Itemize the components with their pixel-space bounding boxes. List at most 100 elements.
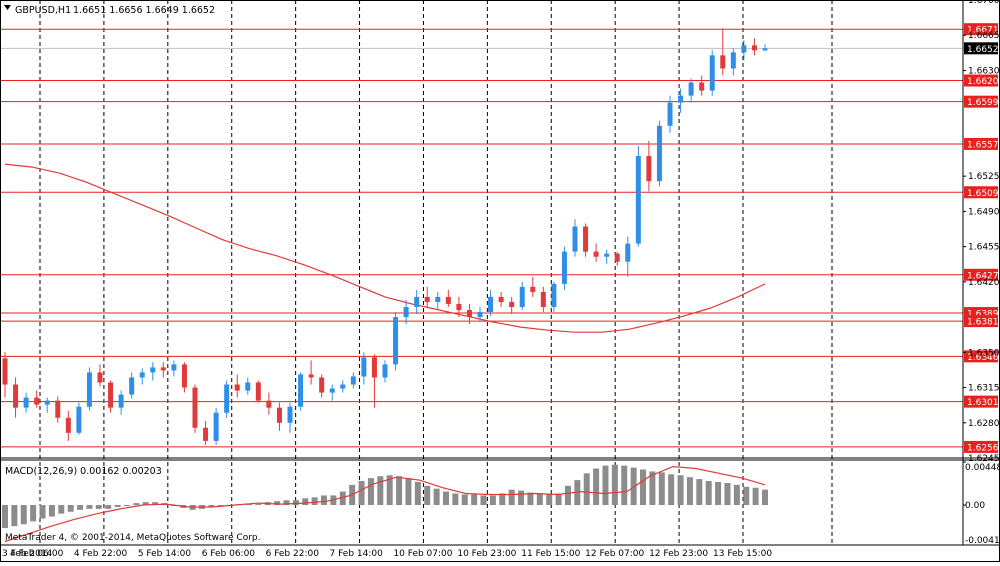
macd-histogram-bar bbox=[677, 475, 684, 506]
candle-body bbox=[720, 55, 726, 69]
macd-histogram-bar bbox=[686, 477, 693, 506]
candle-body bbox=[266, 400, 272, 408]
candle-body bbox=[477, 312, 483, 318]
candle-body bbox=[224, 384, 230, 413]
price-tick-label: 1.6350 bbox=[968, 348, 1000, 358]
candle-body bbox=[76, 406, 82, 433]
candle-body bbox=[97, 372, 103, 383]
macd-histogram-bar bbox=[311, 497, 318, 506]
candle-body bbox=[646, 156, 652, 182]
candle-body bbox=[498, 296, 504, 302]
candle-body bbox=[171, 364, 177, 371]
candle-body bbox=[361, 357, 367, 377]
level-price-tag bbox=[964, 23, 998, 36]
macd-histogram-bar bbox=[743, 486, 750, 506]
candle-body bbox=[150, 367, 156, 373]
level-price-label: 1.6389 bbox=[967, 310, 999, 320]
candle-body bbox=[129, 377, 135, 395]
time-tick-label: 4 Feb 22:00 bbox=[74, 549, 128, 559]
macd-histogram-bar bbox=[705, 481, 712, 506]
macd-histogram-bar bbox=[321, 495, 328, 506]
time-tick-label: 12 Feb 07:00 bbox=[585, 549, 644, 559]
candle-body bbox=[234, 384, 240, 391]
macd-histogram-bar bbox=[621, 465, 628, 506]
candle-body bbox=[23, 397, 29, 408]
macd-histogram-bar bbox=[217, 505, 224, 507]
horizontal-levels: 1.6671 1.6620 1.6599 1.6557 1.6509 1.6427 1.63… bbox=[0, 23, 999, 453]
candle-body bbox=[614, 253, 620, 262]
candle-body bbox=[329, 388, 335, 393]
candle-body bbox=[118, 394, 124, 408]
candle-body bbox=[403, 307, 409, 318]
level-price-label: 1.6671 bbox=[967, 26, 999, 36]
macd-histogram-bar bbox=[442, 491, 449, 506]
macd-histogram-bar bbox=[274, 501, 281, 506]
macd-histogram-bar bbox=[527, 492, 534, 506]
macd-histogram-bar bbox=[583, 473, 590, 506]
price-tick-label: 1.6245 bbox=[968, 454, 1000, 464]
chevron-down-icon bbox=[4, 5, 11, 10]
macd-histogram-bar bbox=[433, 488, 440, 506]
macd-histogram-bar bbox=[611, 464, 618, 506]
candle-body bbox=[424, 296, 430, 302]
macd-axis-zero: 0.00 bbox=[965, 501, 985, 511]
candle-body bbox=[340, 384, 346, 389]
price-tick-label: 1.6280 bbox=[968, 419, 1000, 429]
level-price-label: 1.6427 bbox=[967, 271, 999, 281]
macd-histogram-bar bbox=[518, 490, 525, 506]
candle-body bbox=[709, 55, 715, 91]
macd-histogram-bar bbox=[452, 493, 459, 506]
macd-histogram-bar bbox=[658, 472, 665, 506]
macd-histogram-bar bbox=[142, 502, 149, 506]
candle-body bbox=[319, 377, 325, 393]
candle-body bbox=[604, 253, 610, 257]
candle-body bbox=[287, 406, 293, 423]
macd-histogram-bar bbox=[292, 500, 299, 506]
macd-histogram-bar bbox=[461, 494, 468, 506]
macd-histogram-bar bbox=[302, 498, 309, 506]
candle-body bbox=[625, 243, 631, 262]
candle-body bbox=[13, 384, 19, 408]
price-tick-label: 1.6315 bbox=[968, 384, 1000, 394]
macd-histogram-bar bbox=[48, 505, 55, 517]
moving-average-line bbox=[4, 163, 766, 333]
moving-average-series bbox=[4, 163, 766, 333]
macd-histogram-bar bbox=[602, 465, 609, 506]
candle-body bbox=[656, 125, 662, 182]
macd-histogram-bar bbox=[58, 505, 65, 514]
macd-histogram-bar bbox=[105, 505, 112, 509]
candle-body bbox=[519, 286, 525, 308]
candle-body bbox=[34, 397, 40, 405]
macd-histogram-bar bbox=[405, 478, 412, 506]
candle-body bbox=[108, 382, 114, 408]
candle-body bbox=[488, 296, 494, 313]
macd-histogram-bar bbox=[424, 485, 431, 506]
macd-histogram-bar bbox=[11, 505, 18, 527]
macd-histogram-bar bbox=[339, 491, 346, 506]
candle-body bbox=[245, 382, 251, 391]
level-price-label: 1.6620 bbox=[967, 77, 999, 87]
candle-body bbox=[540, 291, 546, 308]
candle-body bbox=[509, 301, 515, 308]
candle-body bbox=[192, 387, 198, 428]
price-tick-label: 1.6420 bbox=[968, 278, 1000, 288]
macd-histogram-bar bbox=[696, 479, 703, 506]
candle-body bbox=[699, 82, 705, 91]
macd-panel bbox=[0, 459, 1000, 546]
level-price-tag bbox=[964, 74, 998, 87]
macd-signal-line bbox=[4, 465, 766, 543]
macd-histogram-bar bbox=[245, 504, 252, 506]
candle-body bbox=[139, 372, 145, 378]
candle-body bbox=[65, 417, 71, 433]
level-price-tag bbox=[964, 315, 998, 328]
candle-body bbox=[572, 226, 578, 252]
candle-body bbox=[255, 382, 261, 401]
macd-axis-bottom: -0.00416 bbox=[965, 536, 1000, 546]
time-tick-label: 6 Feb 06:00 bbox=[202, 549, 256, 559]
macd-histogram-bar bbox=[499, 493, 506, 506]
candle-body bbox=[751, 45, 757, 51]
macd-histogram-bar bbox=[283, 500, 290, 506]
